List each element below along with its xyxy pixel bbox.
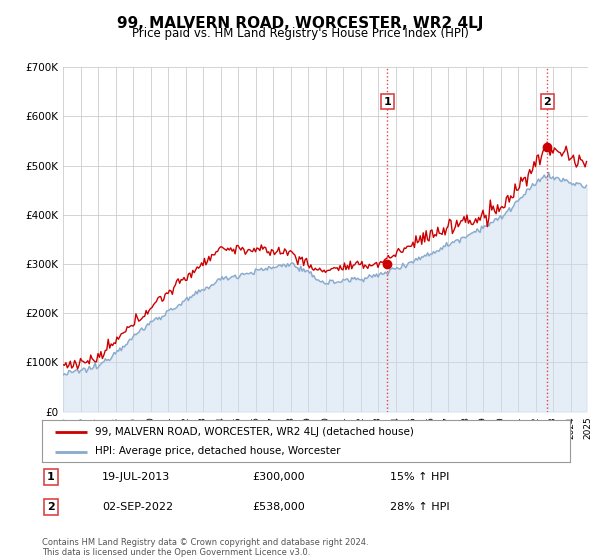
Text: 02-SEP-2022: 02-SEP-2022: [102, 502, 173, 512]
Text: 99, MALVERN ROAD, WORCESTER, WR2 4LJ (detached house): 99, MALVERN ROAD, WORCESTER, WR2 4LJ (de…: [95, 427, 413, 437]
Text: 28% ↑ HPI: 28% ↑ HPI: [390, 502, 449, 512]
Text: £538,000: £538,000: [252, 502, 305, 512]
Text: 19-JUL-2013: 19-JUL-2013: [102, 472, 170, 482]
Text: Price paid vs. HM Land Registry's House Price Index (HPI): Price paid vs. HM Land Registry's House …: [131, 27, 469, 40]
Text: 99, MALVERN ROAD, WORCESTER, WR2 4LJ: 99, MALVERN ROAD, WORCESTER, WR2 4LJ: [117, 16, 483, 31]
Text: 1: 1: [47, 472, 55, 482]
Text: 1: 1: [383, 97, 391, 106]
Text: HPI: Average price, detached house, Worcester: HPI: Average price, detached house, Worc…: [95, 446, 340, 456]
Text: 2: 2: [544, 97, 551, 106]
Text: 15% ↑ HPI: 15% ↑ HPI: [390, 472, 449, 482]
Text: 2: 2: [47, 502, 55, 512]
Text: £300,000: £300,000: [252, 472, 305, 482]
Text: Contains HM Land Registry data © Crown copyright and database right 2024.
This d: Contains HM Land Registry data © Crown c…: [42, 538, 368, 557]
